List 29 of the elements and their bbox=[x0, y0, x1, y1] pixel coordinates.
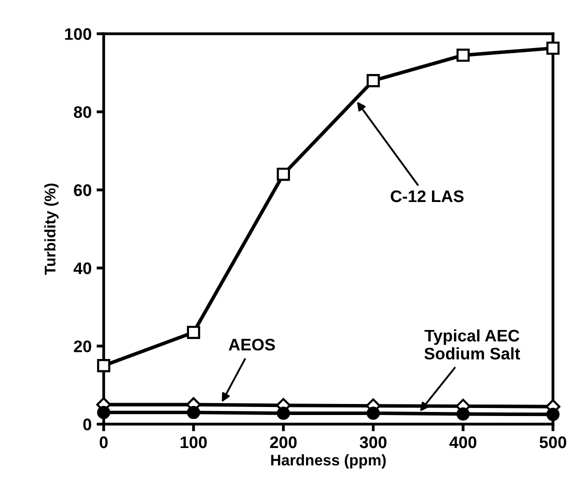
x-tick-label: 200 bbox=[270, 436, 297, 448]
annotation: AEOS bbox=[228, 338, 275, 351]
annotation: C-12 LAS bbox=[390, 190, 464, 202]
point bbox=[456, 407, 470, 421]
point bbox=[276, 406, 290, 420]
y-axis-title: Turbidity (%) bbox=[44, 184, 59, 275]
y-tick-label: 60 bbox=[74, 184, 92, 196]
point bbox=[276, 168, 290, 181]
x-tick-label: 0 bbox=[100, 436, 108, 448]
x-tick-label: 300 bbox=[360, 436, 386, 448]
y-tick-label: 20 bbox=[74, 340, 92, 352]
y-tick-label: 80 bbox=[74, 106, 92, 118]
point bbox=[366, 406, 380, 420]
point bbox=[546, 42, 560, 55]
y-tick-label: 0 bbox=[83, 418, 92, 430]
point bbox=[456, 48, 470, 62]
annotation: Typical AEC Sodium Salt bbox=[424, 329, 520, 360]
point bbox=[186, 406, 200, 420]
y-tick-label: 40 bbox=[74, 262, 92, 274]
x-axis-title: Hardness (ppm) bbox=[271, 454, 386, 469]
point bbox=[546, 408, 560, 421]
y-tick-label: 100 bbox=[65, 28, 92, 40]
point bbox=[97, 358, 110, 372]
x-tick-label: 400 bbox=[449, 436, 476, 448]
x-tick-label: 100 bbox=[180, 436, 207, 448]
point bbox=[186, 326, 200, 340]
point bbox=[366, 74, 380, 88]
x-tick-label: 500 bbox=[540, 436, 566, 448]
point bbox=[97, 406, 110, 420]
